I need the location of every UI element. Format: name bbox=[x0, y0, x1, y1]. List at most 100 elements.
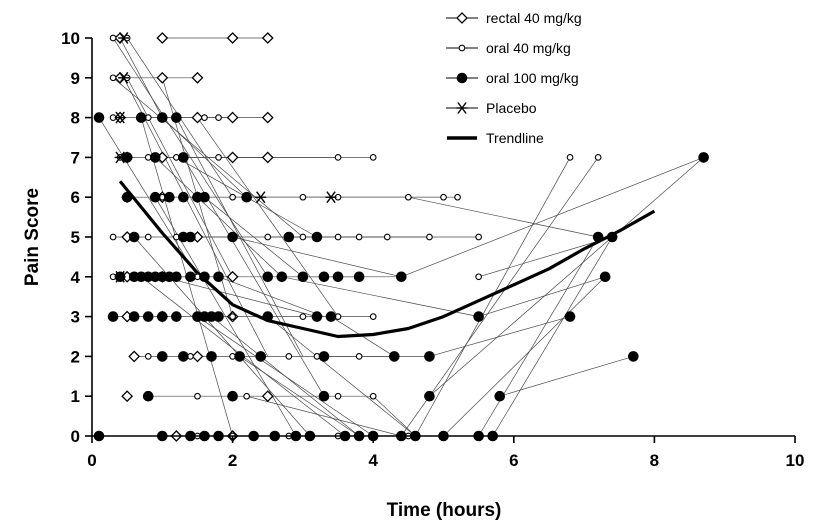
y-tick-label-5: 5 bbox=[71, 228, 80, 247]
x-tick-label-0: 0 bbox=[87, 451, 96, 470]
point-filled-circle-7 bbox=[121, 191, 133, 203]
connection-line-65 bbox=[372, 395, 416, 437]
connection-line-75 bbox=[429, 157, 704, 397]
point-diamond-26 bbox=[128, 350, 141, 363]
point-filled-circle-13 bbox=[241, 191, 252, 203]
point-diamond-9 bbox=[226, 111, 239, 124]
point-open-circle-14 bbox=[369, 154, 377, 161]
legend-label-4: Trendline bbox=[486, 130, 544, 146]
x-tick-label-2: 2 bbox=[228, 451, 237, 470]
point-filled-circle-56 bbox=[255, 351, 267, 362]
y-tick-label-4: 4 bbox=[71, 268, 81, 287]
legend-label-2: oral 100 mg/kg bbox=[486, 70, 579, 86]
point-open-circle-34 bbox=[383, 233, 391, 241]
x-axis-title: Time (hours) bbox=[387, 500, 502, 521]
point-filled-circle-33 bbox=[297, 271, 309, 283]
y-tick-label-10: 10 bbox=[61, 29, 80, 48]
point-filled-circle-10 bbox=[178, 191, 189, 203]
connection-line-71 bbox=[415, 157, 571, 437]
point-open-circle-59 bbox=[243, 392, 251, 400]
point-diamond-13 bbox=[226, 151, 239, 164]
connection-line-81 bbox=[408, 196, 599, 238]
point-filled-circle-32 bbox=[276, 271, 288, 283]
y-tick-label-6: 6 bbox=[71, 188, 80, 207]
point-filled-circle-86 bbox=[698, 152, 709, 163]
point-diamond-2 bbox=[226, 32, 239, 44]
point-asterisk-5 bbox=[325, 191, 337, 204]
point-filled-circle-18 bbox=[283, 231, 295, 243]
connection-line-47 bbox=[162, 276, 318, 317]
point-filled-circle-16 bbox=[185, 231, 196, 243]
connection-line-54 bbox=[197, 316, 374, 437]
point-filled-circle-59 bbox=[424, 351, 435, 362]
connection-line-79 bbox=[478, 276, 606, 317]
point-filled-circle-51 bbox=[564, 311, 576, 322]
point-filled-circle-30 bbox=[213, 271, 224, 283]
y-tick-label-2: 2 bbox=[71, 347, 80, 366]
connection-line-39 bbox=[232, 236, 402, 278]
connection-line-80 bbox=[478, 236, 613, 278]
point-open-circle-35 bbox=[426, 233, 433, 241]
trendline-layer bbox=[118, 180, 656, 339]
point-filled-circle-84 bbox=[592, 231, 604, 243]
point-filled-circle-12 bbox=[199, 191, 210, 203]
point-open-circle-58 bbox=[194, 392, 201, 400]
point-open-circle-57 bbox=[355, 353, 363, 360]
x-tick-label-6: 6 bbox=[509, 451, 518, 470]
connection-line-64 bbox=[246, 395, 402, 437]
connection-line-70 bbox=[401, 157, 599, 437]
y-tick-label-1: 1 bbox=[71, 387, 80, 406]
point-asterisk-6 bbox=[114, 270, 126, 283]
point-filled-circle-83 bbox=[599, 271, 611, 283]
point-filled-circle-42 bbox=[171, 311, 182, 322]
legend-marker-3 bbox=[456, 102, 468, 114]
connection-line-48 bbox=[281, 276, 479, 317]
y-axis-title: Pain Score bbox=[22, 188, 43, 286]
point-filled-circle-8 bbox=[149, 191, 161, 203]
point-open-circle-60 bbox=[334, 392, 342, 400]
point-filled-circle-1 bbox=[135, 112, 147, 123]
point-open-circle-7 bbox=[201, 114, 208, 121]
point-filled-circle-85 bbox=[606, 231, 618, 243]
data-points-layer bbox=[93, 32, 709, 442]
point-asterisk-2 bbox=[114, 111, 126, 124]
point-filled-circle-40 bbox=[142, 311, 154, 322]
point-filled-circle-54 bbox=[206, 351, 217, 362]
point-filled-circle-19 bbox=[311, 231, 323, 243]
point-diamond-27 bbox=[191, 350, 204, 363]
point-diamond-8 bbox=[191, 111, 204, 124]
connection-line-40 bbox=[133, 236, 311, 437]
point-open-circle-32 bbox=[334, 233, 342, 241]
legend-label-3: Placebo bbox=[486, 100, 537, 116]
point-diamond-5 bbox=[156, 71, 169, 84]
point-filled-circle-14 bbox=[128, 231, 140, 243]
connection-line-73 bbox=[478, 236, 599, 437]
point-diamond-29 bbox=[261, 390, 274, 403]
point-open-circle-27 bbox=[144, 233, 152, 241]
point-open-circle-16 bbox=[594, 154, 602, 161]
point-filled-circle-2 bbox=[157, 112, 168, 123]
point-filled-circle-0 bbox=[93, 112, 105, 123]
point-filled-circle-55 bbox=[234, 351, 245, 362]
y-tick-label-7: 7 bbox=[71, 148, 80, 167]
point-filled-circle-27 bbox=[171, 271, 182, 283]
point-filled-circle-50 bbox=[473, 311, 484, 322]
point-filled-circle-39 bbox=[128, 311, 140, 322]
trendline bbox=[118, 180, 656, 339]
point-diamond-1 bbox=[156, 32, 169, 44]
legend-marker-1 bbox=[458, 44, 466, 52]
point-open-circle-49 bbox=[299, 313, 307, 320]
point-filled-circle-31 bbox=[262, 271, 274, 283]
point-filled-circle-28 bbox=[185, 271, 196, 283]
point-open-circle-51 bbox=[369, 313, 377, 320]
point-open-circle-23 bbox=[405, 193, 412, 201]
x-tick-label-4: 4 bbox=[368, 451, 378, 470]
legend: rectal 40 mg/kg oral 40 mg/kg oral 100 mg/… bbox=[446, 10, 582, 146]
point-filled-circle-49 bbox=[325, 311, 337, 322]
point-filled-circle-29 bbox=[199, 271, 210, 283]
x-tick-label-8: 8 bbox=[650, 451, 659, 470]
connection-line-77 bbox=[499, 356, 634, 397]
point-open-circle-26 bbox=[109, 233, 117, 241]
y-tick-label-0: 0 bbox=[71, 427, 80, 446]
point-filled-circle-36 bbox=[353, 271, 365, 283]
